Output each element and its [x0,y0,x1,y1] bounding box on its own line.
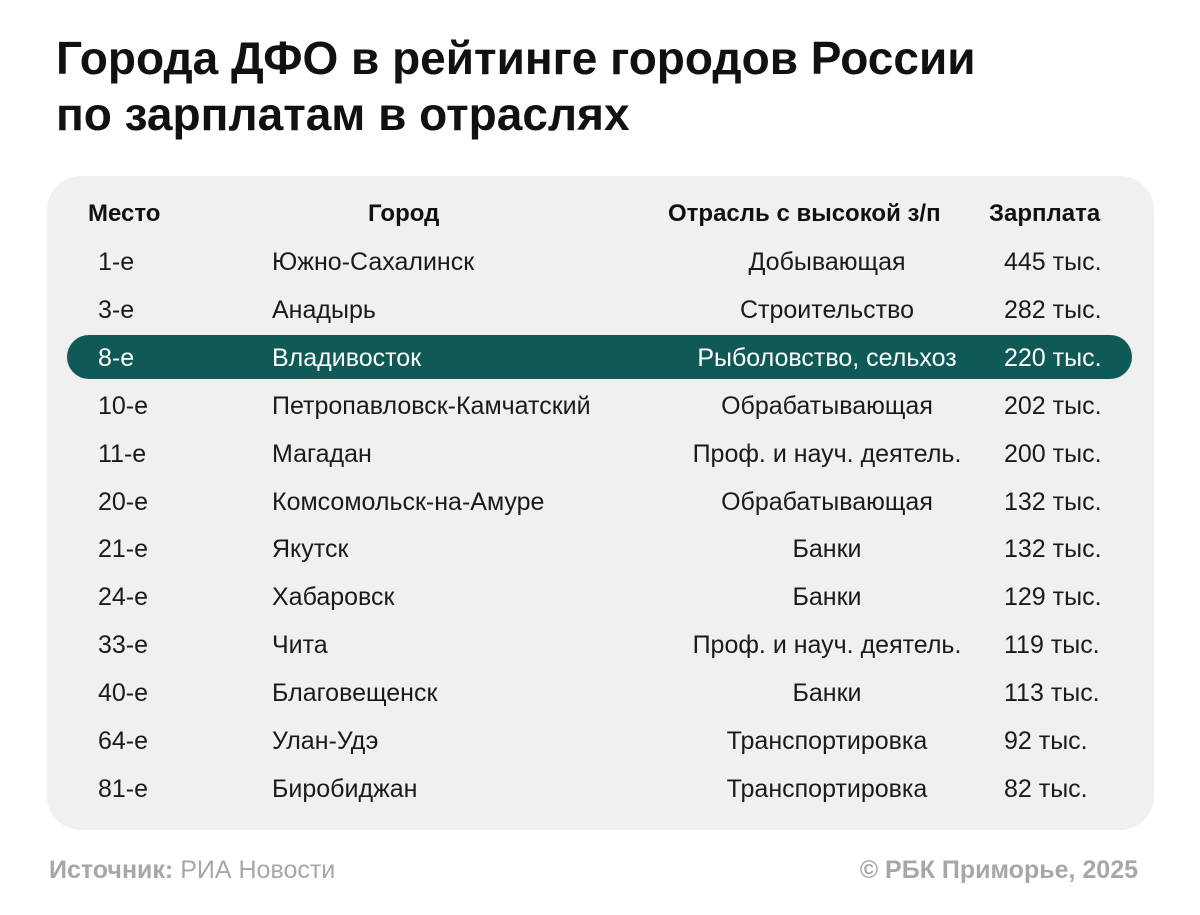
cell-place: 21-е [98,535,149,563]
cell-industry: Добывающая [748,248,906,276]
table-row: 81-е Биробиджан Транспортировка 82 тыс. [0,765,1200,813]
cell-place: 81-е [98,775,149,803]
cell-industry: Проф. и науч. деятель. [692,440,962,468]
cell-city: Чита [272,631,328,659]
cell-industry: Обрабатывающая [721,488,933,516]
cell-city: Владивосток [272,344,422,372]
cell-industry: Банки [792,583,862,611]
cell-salary: 132 тыс. [1004,535,1102,563]
cell-salary: 220 тыс. [1004,344,1102,372]
source-note: Источник: РИА Новости [49,856,335,885]
table-header-row: Место Город Отрасль с высокой з/п Зарпла… [0,190,1200,238]
cell-industry: Транспортировка [726,727,928,755]
table-card [47,176,1154,830]
source-value: РИА Новости [180,856,336,884]
cell-salary: 200 тыс. [1004,440,1102,468]
cell-salary: 202 тыс. [1004,392,1102,420]
table-row: 24-е Хабаровск Банки 129 тыс. [0,573,1200,621]
cell-place: 40-е [98,679,149,707]
cell-salary: 92 тыс. [1004,727,1088,755]
cell-industry: Проф. и науч. деятель. [692,631,962,659]
cell-industry: Банки [792,535,862,563]
cell-city: Комсомольск-на-Амуре [272,488,545,516]
cell-salary: 119 тыс. [1004,631,1100,659]
cell-city: Якутск [272,535,349,563]
cell-industry: Обрабатывающая [721,392,933,420]
table-row: 3-е Анадырь Строительство 282 тыс. [0,286,1200,334]
cell-place: 64-е [98,727,149,755]
column-header-industry: Отрасль с высокой з/п [668,200,941,227]
table-row-highlighted: 8-е Владивосток Рыболовство, сельхоз 220 ты… [0,334,1200,382]
cell-city: Магадан [272,440,372,468]
cell-place: 3-е [98,296,135,324]
cell-salary: 282 тыс. [1004,296,1102,324]
page-title: Города ДФО в рейтинге городов России по … [56,30,1156,142]
column-header-salary: Зарплата [989,200,1101,227]
table-row: 10-е Петропавловск-Камчатский Обрабатывающ… [0,382,1200,430]
cell-industry: Транспортировка [726,775,928,803]
source-label: Источник: [49,856,174,884]
table-row: 20-е Комсомольск-на-Амуре Обрабатывающая 13… [0,478,1200,526]
title-line-2: по зарплатам в отраслях [56,88,630,140]
table-row: 64-е Улан-Удэ Транспортировка 92 тыс. [0,717,1200,765]
table-row: 33-е Чита Проф. и науч. деятель. 119 тыс. [0,621,1200,669]
cell-industry: Банки [792,679,862,707]
cell-salary: 129 тыс. [1004,583,1102,611]
column-header-place: Место [88,200,161,227]
cell-city: Биробиджан [272,775,418,803]
table-row: 40-е Благовещенск Банки 113 тыс. [0,669,1200,717]
cell-city: Анадырь [272,296,376,324]
column-header-city: Город [368,200,440,227]
table-row: 21-е Якутск Банки 132 тыс. [0,525,1200,573]
title-line-1: Города ДФО в рейтинге городов России [56,32,976,84]
cell-city: Благовещенск [272,679,438,707]
cell-place: 8-е [98,344,135,372]
cell-industry: Рыболовство, сельхоз [697,344,957,372]
cell-city: Южно-Сахалинск [272,248,475,276]
cell-salary: 113 тыс. [1004,679,1100,707]
cell-place: 11-е [98,440,147,468]
cell-place: 24-е [98,583,149,611]
cell-place: 20-е [98,488,149,516]
cell-place: 33-е [98,631,149,659]
cell-city: Хабаровск [272,583,395,611]
cell-salary: 445 тыс. [1004,248,1102,276]
cell-city: Улан-Удэ [272,727,379,755]
copyright-note: © РБК Приморье, 2025 [859,856,1138,884]
cell-salary: 82 тыс. [1004,775,1088,803]
cell-salary: 132 тыс. [1004,488,1102,516]
cell-place: 1-е [98,248,135,276]
table-row: 11-е Магадан Проф. и науч. деятель. 200 тыс… [0,430,1200,478]
cell-place: 10-е [98,392,149,420]
cell-city: Петропавловск-Камчатский [272,392,591,420]
cell-industry: Строительство [740,296,914,324]
table-row: 1-е Южно-Сахалинск Добывающая 445 тыс. [0,238,1200,286]
